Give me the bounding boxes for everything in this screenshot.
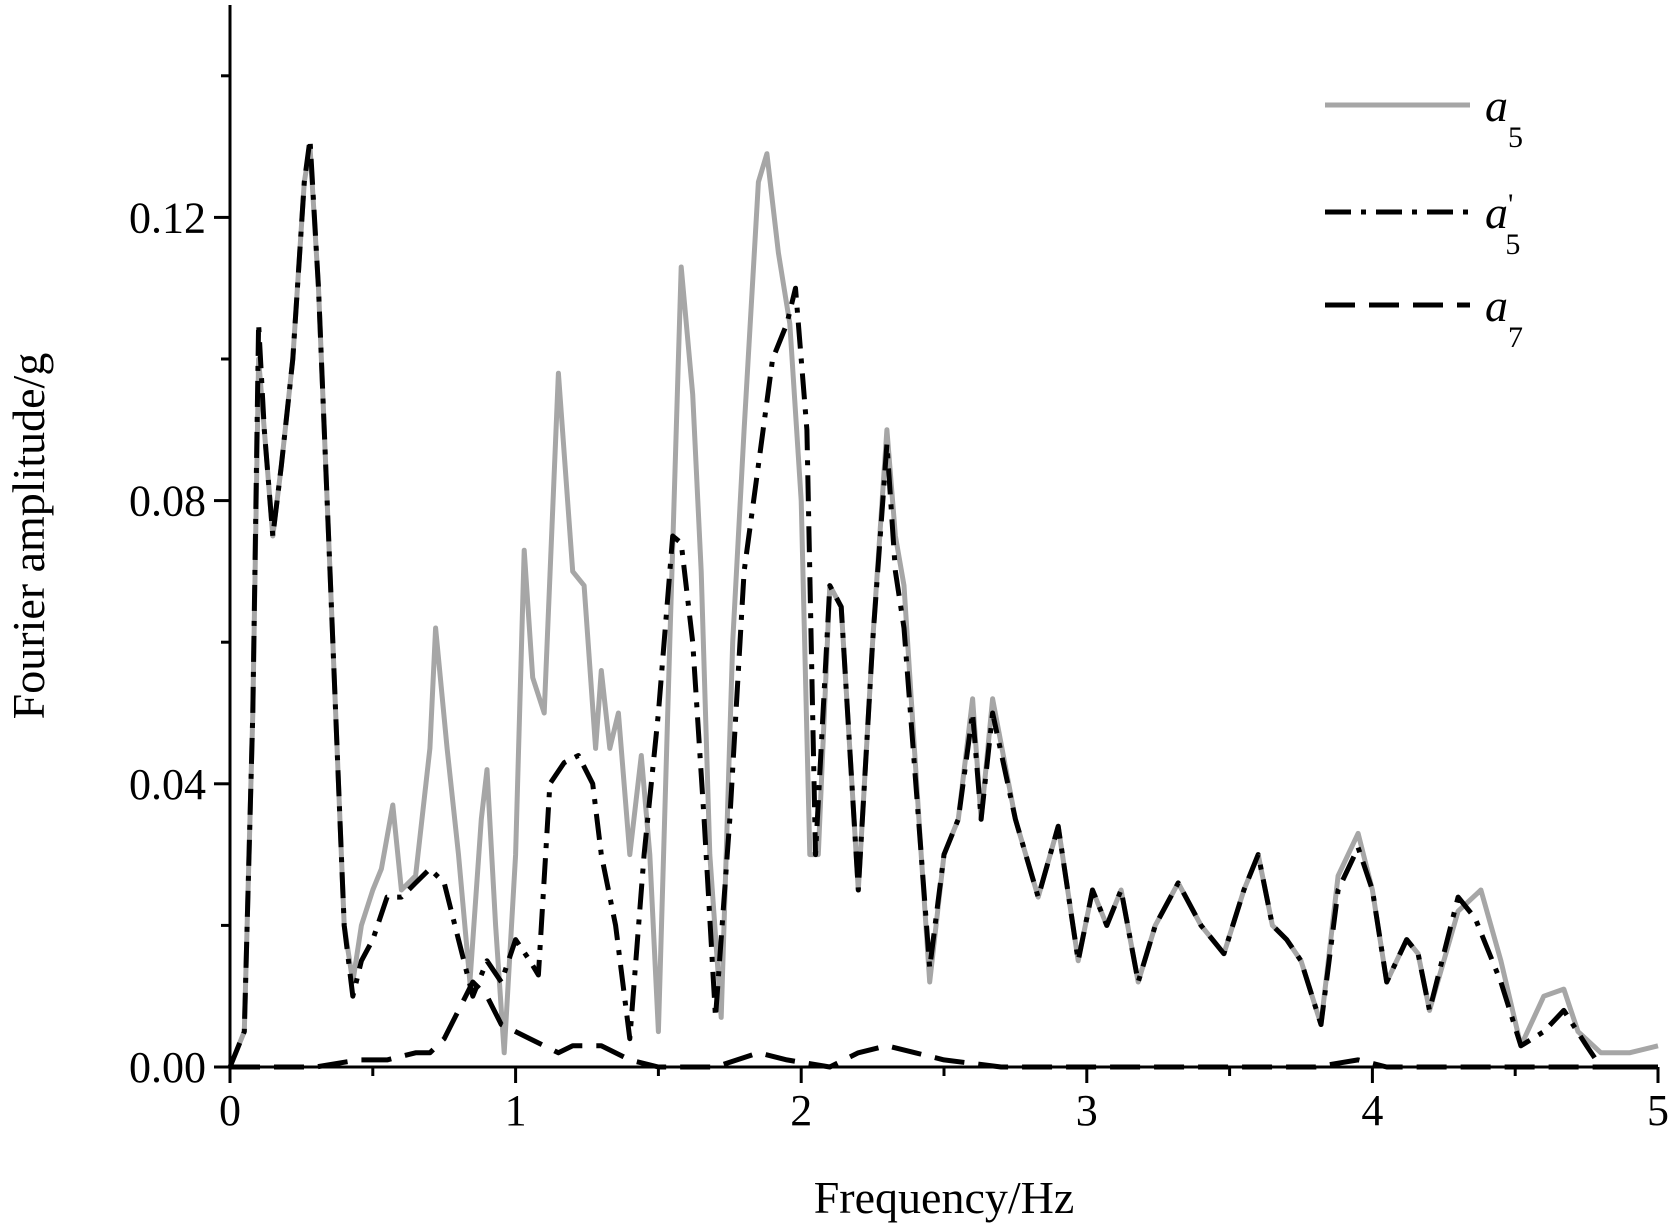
x-tick-label: 1 (505, 1086, 527, 1135)
ticks: 0 1 2 3 4 5 0.00 0.04 0.08 0.12 (129, 74, 1668, 1135)
series-line-1 (227, 144, 1659, 1068)
x-tick-label: 4 (1361, 1086, 1383, 1135)
legend: a5 a' 5 a7 (1325, 80, 1523, 354)
x-tick-label: 2 (790, 1086, 812, 1135)
axes (228, 5, 1658, 1069)
x-tick-label: 3 (1076, 1086, 1098, 1135)
y-tick-label: 0.00 (129, 1043, 206, 1092)
y-tick-label: 0.08 (129, 477, 206, 526)
y-axis-title: Fourier amplitude/g (3, 353, 54, 720)
x-tick-label: 0 (219, 1086, 241, 1135)
series-lines (227, 137, 1659, 1070)
series-line-3 (230, 979, 1658, 1070)
y-tick-label: 0.12 (129, 193, 206, 242)
x-tick-label: 5 (1647, 1086, 1668, 1135)
series-line-2 (227, 137, 1658, 1070)
x-axis-title: Frequency/Hz (814, 1172, 1075, 1223)
legend-label-2: a' 5 (1485, 187, 1520, 261)
legend-label-3: a7 (1485, 280, 1523, 354)
legend-label-1: a5 (1485, 80, 1523, 154)
y-tick-label: 0.04 (129, 760, 206, 809)
